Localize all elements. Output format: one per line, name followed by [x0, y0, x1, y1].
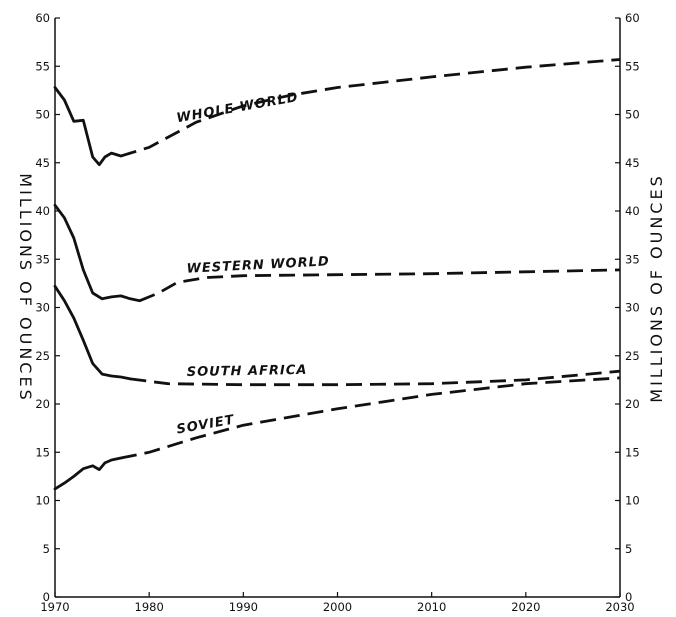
- x-tick-label: 2010: [417, 600, 446, 614]
- y-axis-label-left: MILLIONS OF OUNCES: [16, 173, 35, 402]
- y-tick-label-right: 25: [625, 349, 640, 363]
- x-tick-label: 2030: [605, 600, 634, 614]
- y-tick-label-right: 55: [625, 59, 640, 73]
- y-axis-label-right: MILLIONS OF OUNCES: [647, 173, 666, 402]
- y-tick-label-left: 20: [35, 397, 50, 411]
- y-tick-label-left: 40: [35, 204, 50, 218]
- western-world-actual-line: [53, 203, 142, 303]
- south-africa-label: SOUTH AFRICA: [187, 363, 308, 380]
- south-africa-projection-line: [130, 369, 621, 387]
- y-tick-label-right: 5: [625, 542, 632, 556]
- y-tick-label-left: 25: [35, 349, 50, 363]
- y-tick-label-left: 15: [35, 445, 50, 459]
- y-tick-label-left: 30: [35, 301, 50, 315]
- y-tick-label-left: 0: [43, 590, 50, 604]
- y-tick-label-left: 35: [35, 252, 50, 266]
- y-tick-label-right: 20: [625, 397, 640, 411]
- western-world-label: WESTERN WORLD: [186, 254, 330, 276]
- y-tick-label-left: 5: [43, 542, 50, 556]
- x-tick-label: 2020: [511, 600, 540, 614]
- whole-world-projection-line: [120, 58, 621, 158]
- y-tick-label-left: 60: [35, 11, 50, 25]
- x-tick-label: 2000: [323, 600, 352, 614]
- y-tick-label-left: 45: [35, 156, 50, 170]
- western-world-projection-line: [139, 268, 621, 302]
- y-tick-label-right: 50: [625, 108, 640, 122]
- y-tick-label-right: 40: [625, 204, 640, 218]
- soviet-actual-line: [53, 456, 123, 491]
- x-tick-label: 1980: [135, 600, 164, 614]
- y-tick-label-right: 35: [625, 252, 640, 266]
- soviet-projection-line: [120, 376, 621, 460]
- y-tick-label-left: 55: [35, 59, 50, 73]
- x-tick-label: 1970: [40, 600, 69, 614]
- south-africa-actual-line: [53, 284, 132, 381]
- y-tick-label-right: 0: [625, 590, 632, 604]
- y-tick-label-right: 10: [625, 494, 640, 508]
- soviet-label: SOVIET: [176, 413, 236, 438]
- whole-world-actual-line: [53, 86, 123, 167]
- y-tick-label-left: 10: [35, 494, 50, 508]
- series-lines: [53, 58, 621, 491]
- y-tick-label-right: 30: [625, 301, 640, 315]
- y-tick-label-left: 50: [35, 108, 50, 122]
- y-tick-label-right: 60: [625, 11, 640, 25]
- y-tick-label-right: 45: [625, 156, 640, 170]
- x-tick-label: 1990: [229, 600, 258, 614]
- y-tick-label-right: 15: [625, 445, 640, 459]
- whole-world-label: WHOLE WORLD: [176, 90, 300, 126]
